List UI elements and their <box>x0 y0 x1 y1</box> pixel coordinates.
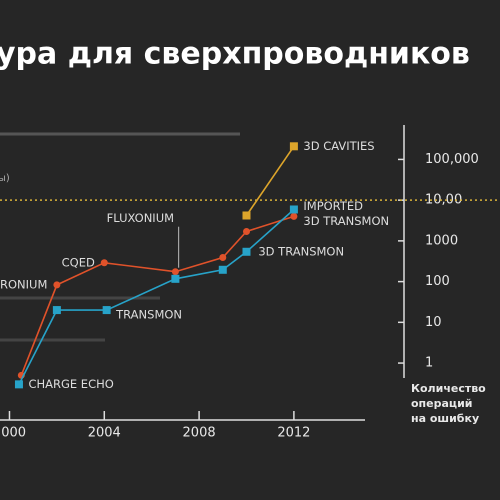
x-tick-label: 2008 <box>183 426 216 441</box>
point <box>52 306 61 315</box>
y-axis-label: Количество <box>411 382 486 395</box>
point <box>219 254 227 262</box>
point <box>218 265 227 274</box>
annotation: CHARGE ECHO <box>28 377 113 391</box>
annotation: 3D TRANSMON <box>258 244 344 258</box>
point <box>14 380 23 389</box>
point <box>242 227 250 235</box>
annotation: RONIUM <box>0 277 47 291</box>
point <box>53 281 61 289</box>
fragment: ы) <box>0 173 10 184</box>
x-tick-label: 2004 <box>88 426 121 441</box>
y-tick-label: 100,000 <box>425 152 479 167</box>
annotation: FLUXONIUM <box>107 211 174 225</box>
x-tick-label: 2000 <box>0 426 26 441</box>
y-tick-label: 1 <box>425 356 433 371</box>
y-tick-label: 10 <box>425 315 442 330</box>
point <box>171 268 179 276</box>
annotation: CQED <box>62 255 95 269</box>
x-tick-label: 2012 <box>277 426 310 441</box>
series-line <box>20 215 295 376</box>
y-tick-label: 10,00 <box>425 193 462 208</box>
point <box>100 259 108 267</box>
point <box>171 274 180 283</box>
annotation: 3D TRANSMON <box>303 214 389 228</box>
y-axis-label: на ошибку <box>411 412 479 425</box>
point <box>102 306 111 315</box>
annotation: IMPORTED <box>303 199 363 213</box>
annotation: TRANSMON <box>115 308 182 322</box>
point <box>289 205 298 214</box>
annotation: 3D CAVITIES <box>303 139 374 153</box>
y-tick-label: 100 <box>425 274 450 289</box>
point <box>289 142 298 151</box>
point <box>290 212 298 220</box>
series-line <box>245 145 295 216</box>
y-axis-label: операций <box>411 397 472 410</box>
chart-title: ура для сверхпроводников <box>0 37 470 72</box>
y-tick-label: 1000 <box>425 233 458 248</box>
point <box>242 247 251 256</box>
point <box>242 211 251 220</box>
